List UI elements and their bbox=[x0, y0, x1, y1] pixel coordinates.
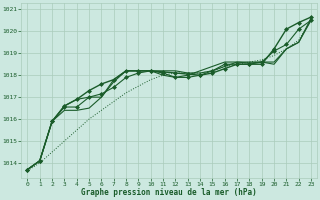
X-axis label: Graphe pression niveau de la mer (hPa): Graphe pression niveau de la mer (hPa) bbox=[81, 188, 257, 197]
